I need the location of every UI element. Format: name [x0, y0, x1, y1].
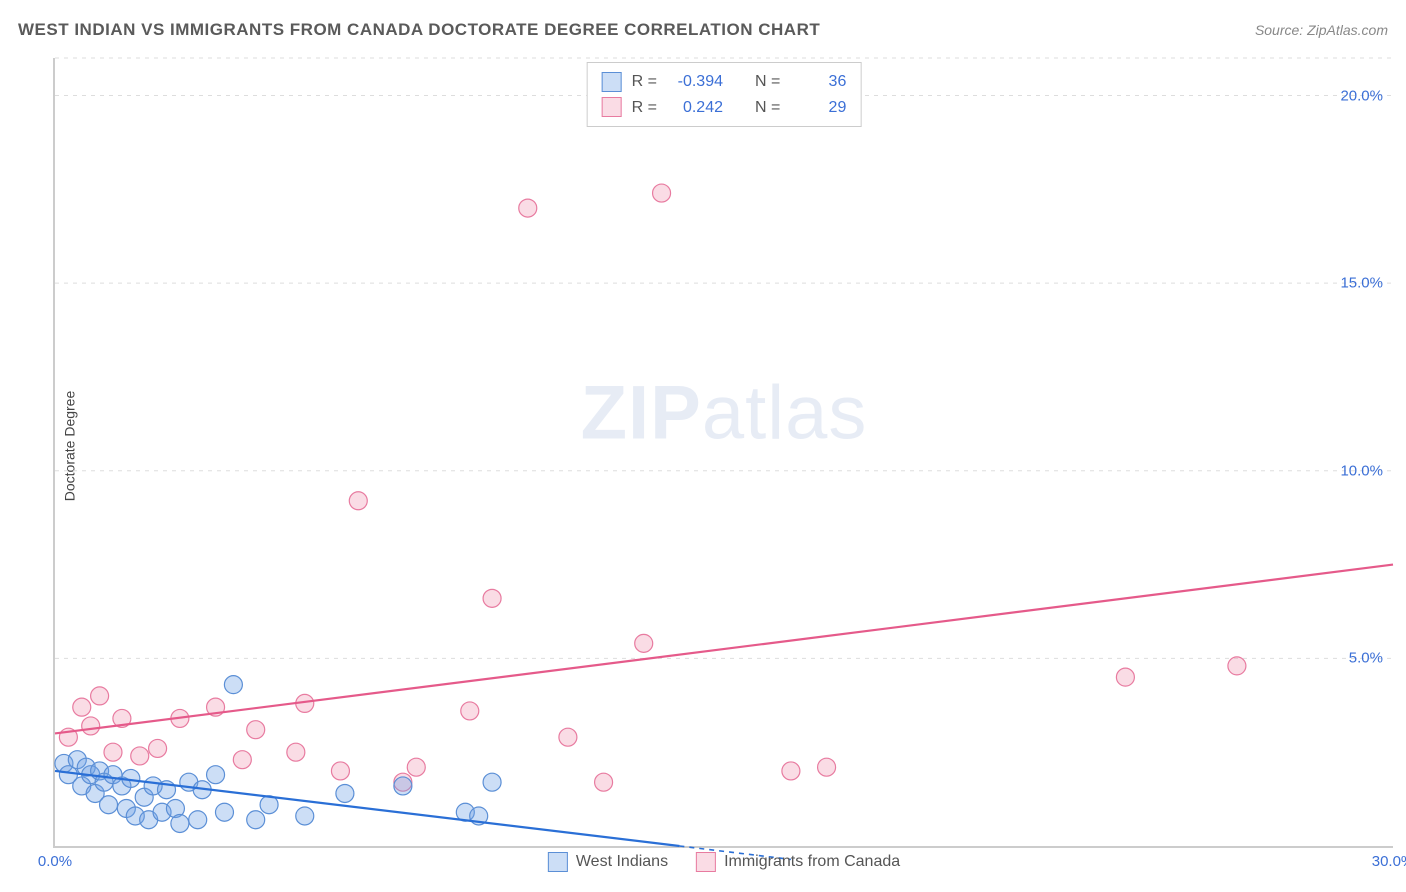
- data-point: [287, 743, 305, 761]
- ytick-label: 20.0%: [1340, 87, 1383, 104]
- data-point: [349, 492, 367, 510]
- data-point: [595, 773, 613, 791]
- data-point: [483, 589, 501, 607]
- data-point: [215, 803, 233, 821]
- data-point: [483, 773, 501, 791]
- data-point: [104, 743, 122, 761]
- legend-row-a: R = -0.394 N = 36: [602, 69, 847, 95]
- data-point: [1116, 668, 1134, 686]
- trend-line: [55, 565, 1393, 734]
- data-point: [559, 728, 577, 746]
- data-point: [818, 758, 836, 776]
- data-point: [407, 758, 425, 776]
- data-point: [149, 739, 167, 757]
- plot-area: ZIPatlas R = -0.394 N = 36 R = 0.242 N =…: [53, 58, 1393, 848]
- legend-label-a: West Indians: [576, 853, 668, 871]
- swatch-a: [602, 72, 622, 92]
- data-point: [331, 762, 349, 780]
- data-point: [247, 811, 265, 829]
- n-label-b: N =: [755, 95, 780, 121]
- swatch-bottom-b: [696, 852, 716, 872]
- data-point: [394, 777, 412, 795]
- legend-label-b: Immigrants from Canada: [724, 853, 900, 871]
- chart-title: WEST INDIAN VS IMMIGRANTS FROM CANADA DO…: [18, 20, 820, 40]
- data-point: [635, 634, 653, 652]
- data-point: [296, 807, 314, 825]
- data-point: [461, 702, 479, 720]
- data-point: [519, 199, 537, 217]
- data-point: [782, 762, 800, 780]
- trend-line: [55, 771, 679, 846]
- ytick-label: 10.0%: [1340, 462, 1383, 479]
- data-point: [336, 784, 354, 802]
- legend-item-a: West Indians: [548, 852, 668, 872]
- series-legend: West Indians Immigrants from Canada: [548, 852, 900, 872]
- data-point: [233, 751, 251, 769]
- data-point: [82, 717, 100, 735]
- data-point: [100, 796, 118, 814]
- r-value-b: 0.242: [667, 95, 723, 121]
- swatch-bottom-a: [548, 852, 568, 872]
- data-point: [73, 698, 91, 716]
- plot-svg: [55, 58, 1393, 846]
- r-label-a: R =: [632, 69, 657, 95]
- xtick-label: 30.0%: [1372, 853, 1406, 870]
- swatch-b: [602, 97, 622, 117]
- data-point: [171, 814, 189, 832]
- correlation-legend: R = -0.394 N = 36 R = 0.242 N = 29: [587, 62, 862, 127]
- data-point: [189, 811, 207, 829]
- ytick-label: 15.0%: [1340, 275, 1383, 292]
- legend-item-b: Immigrants from Canada: [696, 852, 900, 872]
- chart-header: WEST INDIAN VS IMMIGRANTS FROM CANADA DO…: [18, 20, 1388, 40]
- data-point: [207, 766, 225, 784]
- data-point: [224, 676, 242, 694]
- data-point: [131, 747, 149, 765]
- data-point: [247, 721, 265, 739]
- n-value-a: 36: [790, 69, 846, 95]
- data-point: [1228, 657, 1246, 675]
- data-point: [653, 184, 671, 202]
- legend-row-b: R = 0.242 N = 29: [602, 95, 847, 121]
- r-value-a: -0.394: [667, 69, 723, 95]
- source-attribution: Source: ZipAtlas.com: [1255, 22, 1388, 38]
- r-label-b: R =: [632, 95, 657, 121]
- data-point: [91, 687, 109, 705]
- xtick-label: 0.0%: [38, 853, 72, 870]
- ytick-label: 5.0%: [1349, 650, 1383, 667]
- n-label-a: N =: [755, 69, 780, 95]
- n-value-b: 29: [790, 95, 846, 121]
